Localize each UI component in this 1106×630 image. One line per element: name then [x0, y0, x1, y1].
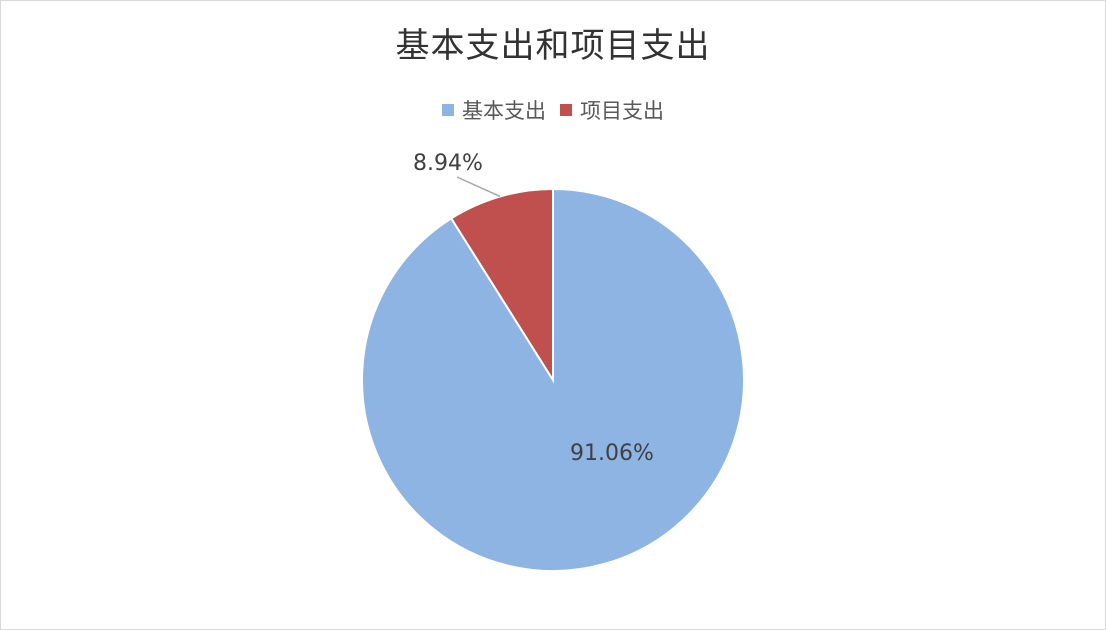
data-label-basic: 91.06% [570, 441, 654, 466]
legend-label-project: 项目支出 [580, 99, 664, 123]
chart-title: 基本支出和项目支出 [395, 26, 711, 66]
pie-slice-project [449, 187, 554, 384]
legend-label-basic: 基本支出 [462, 99, 546, 123]
legend: 基本支出 项目支出 [0, 95, 1106, 125]
legend-swatch-basic [442, 104, 454, 116]
leader-line-project [456, 176, 501, 198]
legend-item-project: 项目支出 [560, 95, 664, 125]
legend-swatch-project [560, 104, 572, 116]
data-label-project: 8.94% [413, 151, 483, 176]
legend-item-basic: 基本支出 [442, 95, 546, 125]
